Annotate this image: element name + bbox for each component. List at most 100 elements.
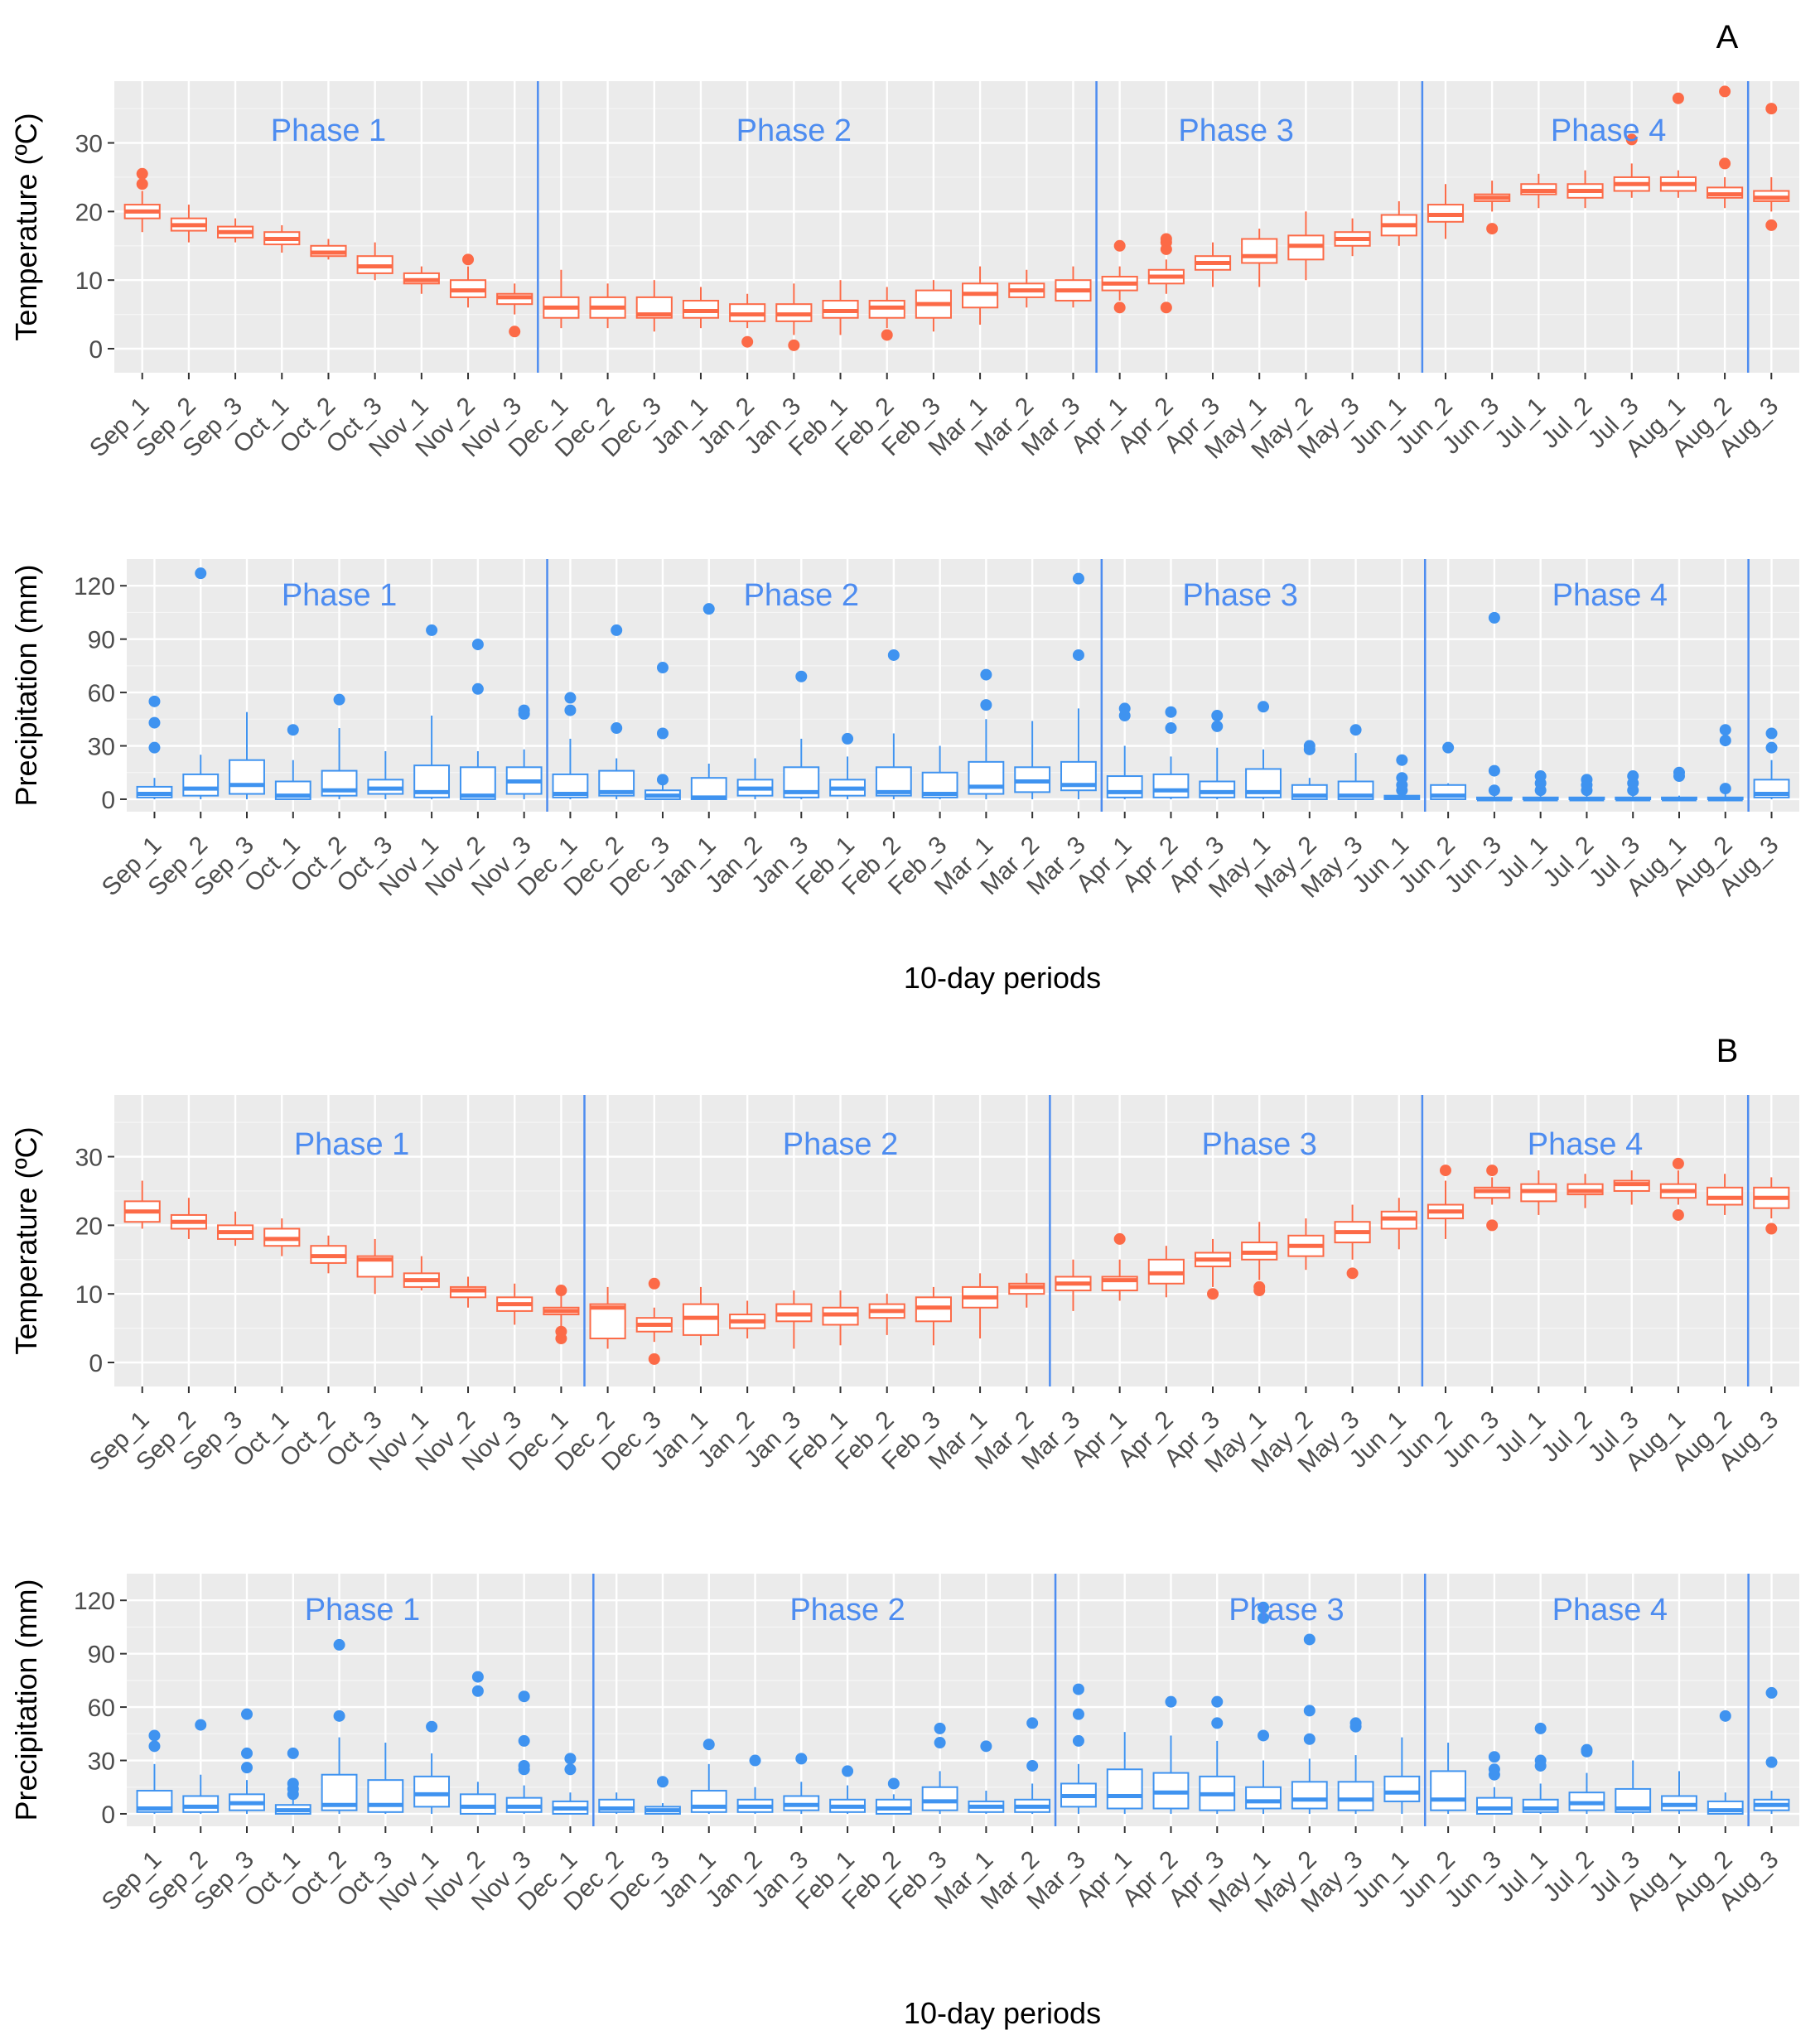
box-outlier (1719, 783, 1731, 795)
box-iqr (1430, 1770, 1467, 1811)
box-outlier (333, 1638, 345, 1651)
box-outlier (1349, 724, 1362, 736)
box-Jan_3 (783, 1753, 820, 1814)
box-Jun_1 (1380, 1198, 1417, 1250)
plot-panel (114, 1095, 1799, 1386)
box-iqr (1199, 780, 1236, 798)
box-May_2 (1287, 211, 1325, 281)
y-axis-title: Temperature (ºC) (9, 1126, 43, 1354)
box-Mar_2 (1014, 1717, 1051, 1814)
box-Jul_1 (1520, 1170, 1557, 1215)
phase-label: Phase 1 (294, 1127, 409, 1162)
box-outlier (1673, 766, 1685, 779)
box-outlier (136, 178, 148, 190)
box-Sep_3 (217, 218, 254, 243)
box-Aug_2 (1707, 85, 1744, 209)
box-Feb_1 (829, 732, 866, 799)
box-outlier (1534, 770, 1547, 783)
box-Jul_2 (1567, 170, 1604, 209)
box-iqr (1383, 1775, 1421, 1802)
box-Oct_1 (274, 724, 311, 800)
box-iqr (921, 1786, 958, 1811)
box-Jun_3 (1474, 1165, 1511, 1232)
box-outlier (934, 1737, 946, 1749)
phase-label: Phase 4 (1551, 113, 1666, 148)
box-outlier (1258, 1601, 1270, 1613)
box-Apr_3 (1194, 242, 1232, 287)
box-outlier (195, 567, 207, 580)
box-Sep_2 (182, 1719, 220, 1814)
box-Mar_3 (1055, 266, 1092, 308)
box-outlier (1258, 701, 1270, 713)
box-iqr (1245, 1786, 1282, 1810)
x-tick-label: Jul_2 (1538, 832, 1599, 893)
box-outlier (1253, 1280, 1266, 1293)
box-outlier (1072, 572, 1084, 585)
box-Aug_1 (1659, 1157, 1697, 1221)
box-Jun_3 (1475, 1751, 1513, 1815)
box-outlier (1765, 1686, 1778, 1699)
box-outlier (1165, 722, 1177, 735)
phase-label: Phase 1 (305, 1593, 420, 1628)
box-Sep_3 (229, 1708, 265, 1814)
chart-a-temperature: 0102030Sep_1Sep_2Sep_3Oct_1Oct_2Oct_3Nov… (9, 81, 1799, 465)
box-Aug_3 (1753, 103, 1790, 231)
box-outlier (741, 335, 754, 348)
box-Apr_1 (1101, 1232, 1138, 1301)
box-Jan_2 (736, 758, 774, 799)
box-outlier (1026, 1717, 1039, 1729)
box-May_1 (1241, 1222, 1278, 1297)
box-outlier (1165, 706, 1177, 718)
phase-label: Phase 3 (1201, 1127, 1316, 1162)
box-Sep_2 (170, 205, 207, 243)
box-Dec_2 (598, 1792, 635, 1814)
box-outlier (1303, 1705, 1316, 1717)
box-Oct_3 (356, 1238, 393, 1295)
box-outlier (1672, 92, 1684, 104)
y-axis-title: Temperature (ºC) (9, 113, 43, 340)
box-May_1 (1245, 1601, 1282, 1814)
box-outlier (887, 649, 900, 661)
box-outlier (1211, 1717, 1224, 1729)
box-outlier (749, 1754, 761, 1767)
box-Dec_1 (552, 1753, 589, 1815)
box-Jul_1 (1520, 173, 1557, 209)
box-Apr_1 (1101, 239, 1138, 314)
box-outlier (1072, 649, 1084, 661)
box-Jun_3 (1475, 611, 1513, 802)
box-outlier (148, 1729, 161, 1742)
box-Nov_2 (459, 1671, 496, 1815)
box-iqr (1241, 238, 1278, 264)
y-tick-label: 120 (74, 1588, 115, 1615)
y-tick-label: 10 (75, 268, 103, 295)
box-Jun_2 (1427, 1165, 1465, 1239)
box-outlier (788, 339, 800, 351)
box-iqr (690, 1790, 727, 1813)
box-outlier (1719, 724, 1731, 736)
box-outlier (1719, 157, 1731, 170)
box-Mar_3 (1060, 1683, 1097, 1814)
box-outlier (564, 1763, 577, 1776)
box-Jul_1 (1522, 1722, 1559, 1814)
phase-label: Phase 4 (1552, 578, 1668, 613)
box-outlier (842, 1765, 854, 1777)
box-outlier (656, 727, 669, 740)
phase-label: Phase 1 (282, 578, 397, 613)
box-Jun_2 (1430, 1743, 1467, 1814)
box-Feb_1 (822, 280, 859, 335)
y-tick-label: 0 (101, 1801, 115, 1829)
box-Jun_3 (1474, 181, 1511, 235)
box-Jul_3 (1613, 133, 1650, 198)
phase-label: Phase 2 (736, 113, 852, 148)
box-outlier (241, 1747, 253, 1759)
box-outlier (1488, 784, 1500, 797)
box-outlier (333, 1709, 345, 1722)
box-Aug_1 (1659, 92, 1697, 198)
box-outlier (1627, 770, 1639, 783)
box-outlier (1488, 764, 1500, 777)
box-outlier (518, 1734, 530, 1747)
box-outlier (1211, 1695, 1224, 1708)
box-Nov_3 (505, 704, 543, 799)
y-tick-label: 30 (88, 734, 115, 761)
chart-b-temperature: 0102030Sep_1Sep_2Sep_3Oct_1Oct_2Oct_3Nov… (9, 1095, 1799, 1478)
